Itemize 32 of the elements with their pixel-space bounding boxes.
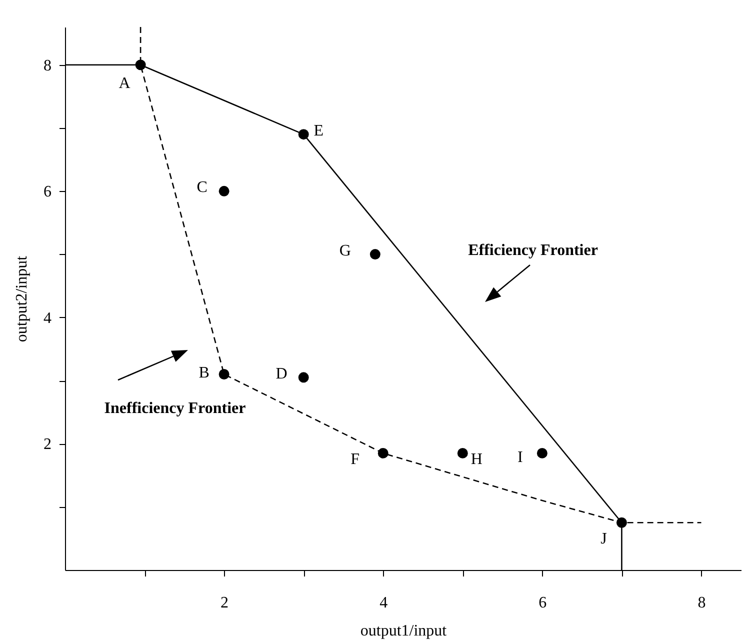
annotation: Efficiency Frontier	[468, 242, 598, 259]
y-tick-label: 4	[44, 310, 52, 327]
x-tick-label: 6	[538, 594, 547, 612]
point	[536, 448, 548, 458]
y-tick-label: 2	[44, 436, 52, 454]
x-tick-label: 4	[380, 594, 388, 612]
annotation: E	[314, 122, 324, 140]
annotation: I	[518, 449, 523, 466]
point	[298, 129, 309, 140]
point	[616, 517, 627, 528]
point	[218, 186, 230, 196]
annotation: F	[350, 451, 360, 468]
annotation: C	[196, 179, 208, 196]
y-axis-title: output2/input	[14, 255, 30, 342]
annotation: J	[600, 530, 607, 548]
point	[218, 369, 230, 380]
annotation: B	[198, 364, 210, 382]
annotation: H	[470, 451, 483, 468]
point	[370, 249, 380, 260]
annotation: Inefficiency Frontier	[104, 400, 246, 417]
annotation: D	[276, 365, 288, 382]
x-tick-label: 8	[698, 594, 706, 612]
point	[298, 372, 309, 383]
x-axis-title: output1/input	[360, 622, 448, 640]
y-tick-label: 6	[44, 184, 52, 201]
x-tick-label: 2	[220, 594, 229, 612]
annotation: G	[339, 242, 352, 260]
y-tick-label: 8	[44, 57, 52, 74]
annotation: A	[118, 74, 131, 92]
point	[378, 448, 388, 458]
point	[135, 60, 146, 70]
point	[457, 448, 468, 458]
